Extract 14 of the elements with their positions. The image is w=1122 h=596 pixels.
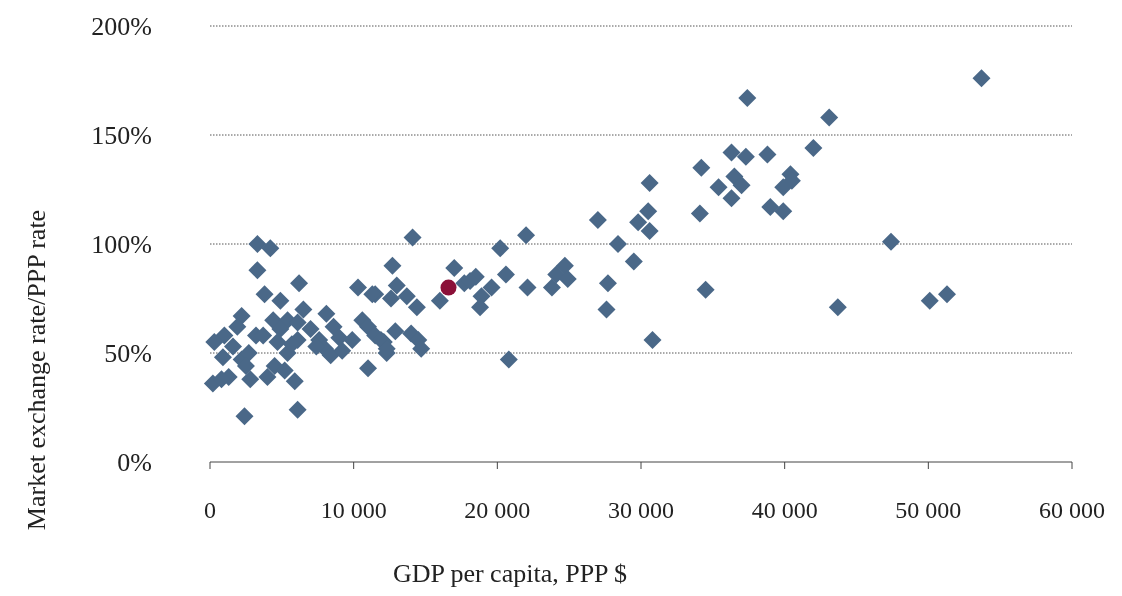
y-tick-label: 200% xyxy=(91,12,152,41)
x-axis-title: GDP per capita, PPP $ xyxy=(392,559,628,588)
y-tick-label: 50% xyxy=(104,339,152,368)
x-tick-label: 20 000 xyxy=(464,497,531,523)
y-tick-label: 100% xyxy=(91,230,152,259)
x-tick-label: 0 xyxy=(204,497,216,523)
y-axis-title: Market exchange rate/PPP rate xyxy=(22,209,51,531)
y-tick-label: 0% xyxy=(117,448,152,477)
x-tick-label: 50 000 xyxy=(895,497,962,523)
x-tick-label: 10 000 xyxy=(320,497,387,523)
x-tick-label: 60 000 xyxy=(1039,497,1105,523)
x-tick-label: 30 000 xyxy=(608,497,674,523)
y-tick-label: 150% xyxy=(91,121,152,150)
x-tick-label: 40 000 xyxy=(751,497,818,523)
